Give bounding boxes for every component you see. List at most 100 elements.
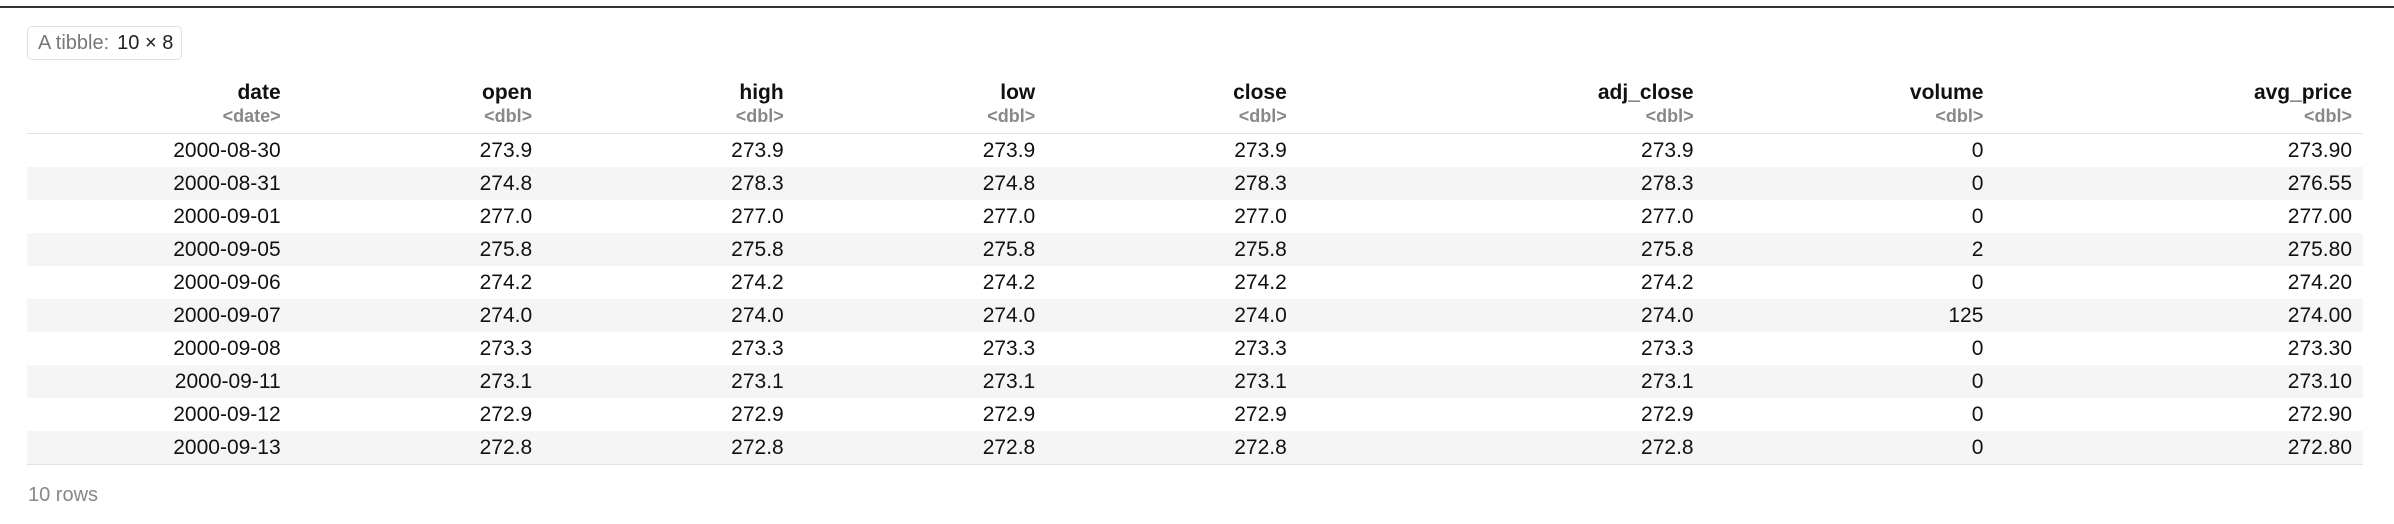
row-count-footer: 10 rows	[28, 484, 99, 506]
cell-open: 275.8	[291, 233, 544, 266]
column-header-adj-close[interactable]: adj_close <dbl>	[1297, 80, 1705, 134]
cell-high: 273.3	[731, 336, 784, 360]
cell-adj-close: 272.9	[1641, 402, 1694, 426]
cell-high: 272.8	[543, 431, 795, 465]
cell-date: 2000-08-31	[27, 167, 292, 200]
column-name: low	[1000, 81, 1036, 104]
cell-close: 277.0	[1234, 204, 1287, 228]
cell-adj-close: 278.3	[1297, 167, 1705, 200]
cell-open: 272.8	[291, 431, 544, 465]
cell-high: 275.8	[543, 233, 795, 266]
column-header-low[interactable]: low <dbl>	[794, 80, 1047, 134]
cell-volume: 2	[1704, 233, 1995, 266]
cell-date: 2000-09-07	[27, 299, 292, 332]
cell-volume: 0	[1971, 204, 1984, 228]
cell-close: 274.2	[1234, 270, 1287, 294]
cell-open: 274.2	[479, 270, 533, 294]
cell-close: 273.3	[1234, 336, 1287, 360]
cell-adj-close: 274.2	[1641, 270, 1694, 294]
cell-avg-price: 272.80	[1994, 431, 2363, 465]
cell-close: 272.8	[1046, 431, 1298, 465]
cell-avg-price: 275.80	[1994, 233, 2363, 266]
cell-adj-close: 273.3	[1641, 336, 1694, 360]
cell-volume: 0	[1971, 336, 1984, 360]
cell-volume: 0	[1971, 138, 1984, 162]
cell-close: 273.9	[1234, 138, 1287, 162]
cell-close: 278.3	[1046, 167, 1298, 200]
cell-adj-close: 277.0	[1641, 204, 1694, 228]
cell-high: 273.1	[543, 365, 795, 398]
column-name: close	[1233, 81, 1287, 104]
cell-avg-price: 273.30	[2287, 336, 2352, 360]
cell-adj-close: 274.0	[1297, 299, 1705, 332]
cell-date: 2000-09-01	[173, 204, 281, 228]
table-row: 2000-09-07 274.0 274.0 274.0 274.0 274.0…	[27, 299, 2363, 332]
cell-avg-price: 274.20	[2287, 270, 2352, 294]
cell-high: 272.9	[731, 402, 784, 426]
cell-date: 2000-09-13	[27, 431, 292, 465]
cell-high: 278.3	[543, 167, 795, 200]
cell-close: 272.9	[1234, 402, 1287, 426]
cell-volume: 125	[1704, 299, 1995, 332]
column-type: <dbl>	[735, 106, 784, 126]
cell-volume: 0	[1704, 167, 1995, 200]
column-type: <dbl>	[987, 106, 1036, 126]
cell-high: 274.0	[543, 299, 795, 332]
column-type: <dbl>	[1645, 106, 1694, 126]
cell-adj-close: 273.1	[1297, 365, 1705, 398]
cell-volume: 0	[1971, 402, 1984, 426]
cell-avg-price: 272.90	[2287, 402, 2352, 426]
table-row: 2000-09-11 273.1 273.1 273.1 273.1 273.1…	[27, 365, 2363, 398]
cell-adj-close: 273.9	[1641, 138, 1694, 162]
cell-date: 2000-09-11	[27, 365, 292, 398]
cell-date: 2000-09-05	[27, 233, 292, 266]
cell-low: 273.1	[794, 365, 1047, 398]
cell-date: 2000-09-06	[173, 270, 281, 294]
table-row: 2000-09-05 275.8 275.8 275.8 275.8 275.8…	[27, 233, 2363, 266]
cell-date: 2000-08-30	[173, 138, 281, 162]
cell-low: 273.9	[982, 138, 1036, 162]
cell-volume: 0	[1704, 431, 1995, 465]
column-header-close[interactable]: close <dbl>	[1046, 80, 1298, 134]
tibble-label: A tibble:	[38, 31, 110, 54]
cell-low: 274.2	[982, 270, 1036, 294]
cell-volume: 0	[1704, 365, 1995, 398]
cell-avg-price: 277.00	[2287, 204, 2352, 228]
column-header-avg-price[interactable]: avg_price <dbl>	[1994, 80, 2363, 134]
table-header-row: date <date> open <dbl> high <dbl> low <d…	[27, 80, 2363, 134]
column-header-open[interactable]: open <dbl>	[291, 80, 544, 134]
cell-date: 2000-09-08	[173, 336, 281, 360]
cell-open: 273.3	[479, 336, 533, 360]
cell-low: 273.3	[982, 336, 1036, 360]
cell-open: 274.8	[291, 167, 544, 200]
cell-low: 277.0	[982, 204, 1036, 228]
cell-low: 272.8	[794, 431, 1047, 465]
cell-low: 275.8	[794, 233, 1047, 266]
cell-close: 274.0	[1046, 299, 1298, 332]
table-row: 2000-09-13 272.8 272.8 272.8 272.8 272.8…	[27, 431, 2363, 465]
column-name: adj_close	[1597, 81, 1694, 104]
cell-adj-close: 275.8	[1297, 233, 1705, 266]
column-header-high[interactable]: high <dbl>	[543, 80, 795, 134]
column-header-date[interactable]: date <date>	[27, 80, 292, 134]
column-name: date	[237, 81, 281, 104]
table-row: 2000-09-12 272.9 272.9 272.9 272.9 272.9…	[27, 398, 2363, 431]
cell-high: 273.9	[731, 138, 784, 162]
cell-avg-price: 273.90	[2287, 138, 2352, 162]
cell-low: 274.0	[794, 299, 1047, 332]
cell-open: 274.0	[291, 299, 544, 332]
column-header-volume[interactable]: volume <dbl>	[1704, 80, 1995, 134]
cell-open: 273.9	[479, 138, 533, 162]
cell-low: 272.9	[982, 402, 1036, 426]
column-name: open	[482, 81, 533, 104]
column-type: <date>	[222, 106, 281, 126]
cell-close: 273.1	[1046, 365, 1298, 398]
tibble-dimensions: 10 × 8	[117, 31, 174, 54]
cell-avg-price: 274.00	[1994, 299, 2363, 332]
cell-high: 277.0	[731, 204, 784, 228]
column-name: avg_price	[2253, 81, 2352, 104]
cell-avg-price: 273.10	[1994, 365, 2363, 398]
cell-date: 2000-09-12	[173, 402, 281, 426]
data-table: date <date> open <dbl> high <dbl> low <d…	[27, 80, 2363, 465]
column-type: <dbl>	[1935, 106, 1984, 126]
